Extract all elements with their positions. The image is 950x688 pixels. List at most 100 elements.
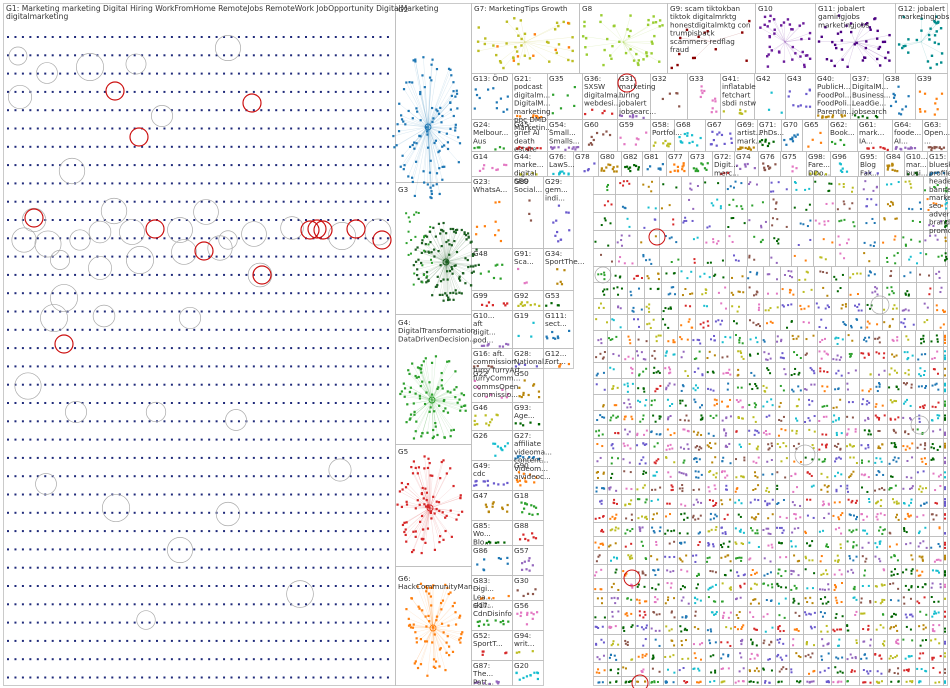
g6-node [427,614,430,618]
g1-node [156,475,158,478]
g1-node [200,219,203,221]
g1-node [163,237,166,240]
g2-edge [427,126,439,153]
g1-node [29,182,32,185]
g1-node [36,182,39,185]
g1-node [156,603,158,606]
small-group-node [657,167,660,170]
g8-node [661,24,664,27]
g1-node [386,109,389,112]
g1-node [282,402,285,404]
tiny-group-frame [659,194,682,213]
tiny-group-node [770,181,773,184]
small-group-node [866,116,869,119]
g1-node [96,36,99,38]
tiny-group-frame [610,314,628,331]
tiny-group-frame [725,230,748,249]
g1-node [312,182,315,185]
g1-node [59,511,62,514]
g1-node [230,109,233,112]
g5-node [423,455,426,458]
g3-node [425,271,429,274]
g1-node [14,127,17,130]
g1-node [29,566,32,569]
g1-node [208,548,211,551]
g1-node [81,200,84,203]
g10-node [766,55,769,58]
g1-node [21,566,24,569]
g2-node [449,108,453,111]
g10-node [773,32,776,35]
g1-node [327,676,330,679]
g1-node [103,383,106,386]
g1-node [379,72,382,75]
g1-node [21,585,24,587]
g1-node [193,365,196,368]
g1-node [386,365,389,368]
g8-edge [622,41,660,62]
g1-node [208,658,211,661]
g5-edge [405,487,431,509]
g10-edge [767,26,786,43]
tiny-group-frame [887,550,902,565]
tiny-group-frame [691,592,706,607]
tiny-group-frame [607,676,622,686]
g1-node [275,383,278,386]
g1-node [372,255,375,258]
tiny-group-frame [703,230,726,249]
g8-edge [622,41,648,57]
tiny-group-frame [789,362,804,379]
g1-node [111,237,114,240]
g1-node [252,219,255,221]
g3-node [447,296,450,299]
small-group-node [611,112,614,115]
g5-edge [421,507,431,539]
g4-edge [418,376,433,401]
g4-edge [431,399,452,431]
small-group-node [577,145,580,149]
tiny-group-frame [803,508,818,523]
g11-node [824,26,827,29]
g3-edge [425,244,447,263]
tiny-group-frame [775,592,790,607]
g6-node [434,660,438,663]
small-group-node [888,164,891,167]
g11-node [853,43,856,46]
g1-node [88,200,91,203]
g1-node [133,585,136,587]
g1-node [379,310,382,313]
tiny-group-frame [761,452,776,467]
g1-node [357,566,360,569]
g5-node [455,518,458,521]
g10-edge [784,32,811,43]
g1-node [126,219,129,221]
g1-node [44,566,47,569]
small-group-node [628,166,632,169]
g1-node [364,328,367,331]
g2-edge [402,126,429,156]
small-group-node [536,677,539,681]
small-group-node [532,613,535,616]
g1-node [193,603,196,606]
small-group-node [516,114,519,118]
g1-node [275,127,278,130]
tiny-group-frame [775,346,790,363]
tiny-group-frame [691,550,706,565]
g1-node [319,585,322,587]
tiny-group-frame [929,394,944,411]
g1-node [185,603,188,606]
g1-node [126,402,129,404]
g4-edge [431,373,442,401]
g1-node [342,72,345,75]
g1-node [305,127,307,130]
tiny-group-frame [887,330,902,347]
g2-node [452,81,455,84]
g1-node [357,347,360,350]
g1-node [111,621,114,624]
small-group-node [483,480,486,483]
g1-node-ring-red [24,208,44,228]
small-group-node [815,170,818,174]
g11-node [884,56,887,60]
g4-node [460,392,463,395]
g11-node [883,40,887,44]
